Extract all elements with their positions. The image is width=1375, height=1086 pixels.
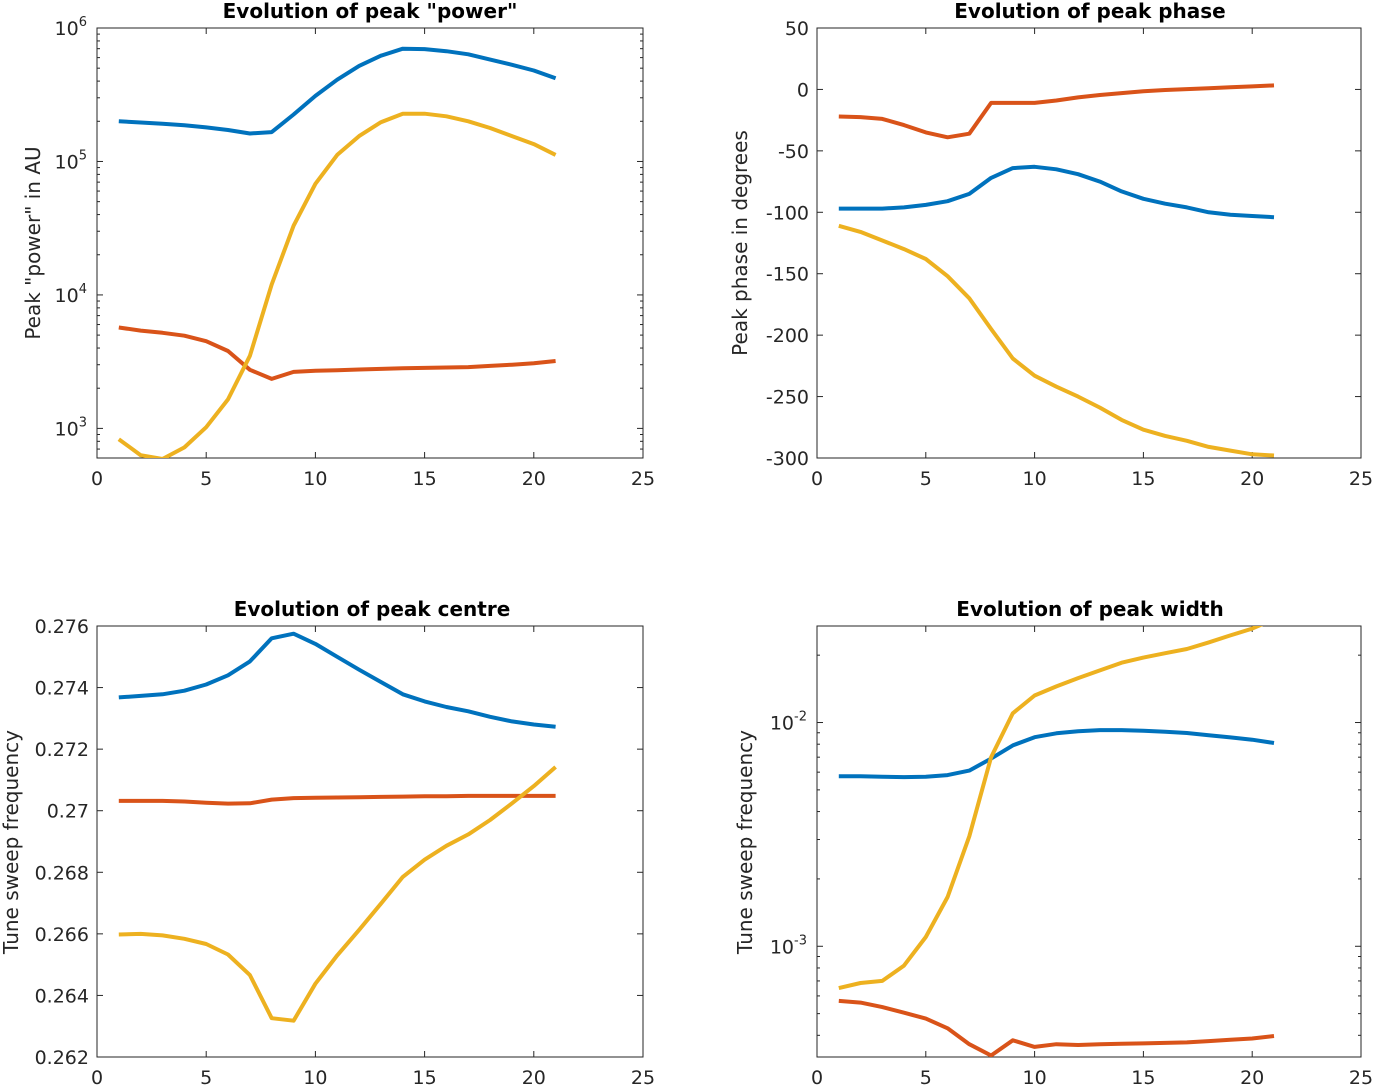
y-tick-label: 103 — [55, 415, 87, 440]
y-tick-label: -200 — [766, 325, 809, 347]
x-tick-label: 15 — [413, 1067, 437, 1086]
series-line-3 — [838, 626, 1264, 991]
axes-box — [96, 625, 644, 1058]
chart-title: Evolution of peak "power" — [223, 0, 518, 23]
x-tick-label: 10 — [303, 468, 327, 490]
y-axis-label: Peak phase in degrees — [728, 130, 752, 356]
series-line-3 — [118, 765, 557, 1023]
axes-box — [96, 27, 644, 459]
x-tick-label: 0 — [811, 468, 823, 490]
y-tick-label: 0.274 — [35, 678, 89, 700]
x-tick-label: 20 — [1240, 1067, 1264, 1086]
x-tick-label: 0 — [811, 1067, 823, 1086]
x-tick-label: 5 — [200, 468, 212, 490]
y-axis-label: Tune sweep frequency — [0, 730, 23, 955]
y-tick-label: 0.266 — [35, 924, 89, 946]
phase-plot: Evolution of peak phase Peak phase in de… — [728, 0, 1373, 490]
x-tick-label: 25 — [1349, 1067, 1373, 1086]
x-tick-label: 25 — [631, 1067, 655, 1086]
power-plot: Evolution of peak "power" Peak "power" i… — [21, 0, 655, 490]
y-tick-label: 0 — [797, 79, 809, 101]
series-line-3 — [117, 111, 557, 458]
y-tick-label: 106 — [55, 15, 87, 40]
series-line-2 — [118, 793, 556, 806]
axes-box — [816, 625, 1362, 1058]
width-plot: Evolution of peak width Tune sweep frequ… — [733, 597, 1373, 1086]
x-tick-label: 20 — [1240, 468, 1264, 490]
chart-title: Evolution of peak phase — [954, 0, 1225, 23]
y-tick-label: -300 — [766, 448, 809, 470]
x-tick-label: 5 — [920, 468, 932, 490]
series-line-1 — [118, 46, 557, 136]
y-tick-label: -150 — [766, 264, 809, 286]
y-tick-label: -50 — [778, 141, 809, 163]
x-tick-label: 15 — [413, 468, 437, 490]
x-tick-label: 0 — [91, 468, 103, 490]
y-tick-label: 10-3 — [770, 933, 807, 958]
x-tick-label: 5 — [200, 1067, 212, 1086]
chart-title: Evolution of peak centre — [234, 597, 511, 621]
y-tick-label: -250 — [766, 387, 809, 409]
y-tick-label: 105 — [55, 148, 87, 173]
x-tick-label: 25 — [1349, 468, 1373, 490]
y-tick-label: 0.264 — [35, 985, 89, 1007]
y-tick-label: 0.27 — [47, 801, 89, 823]
x-tick-label: 20 — [522, 1067, 546, 1086]
x-tick-label: 25 — [631, 468, 655, 490]
series-line-1 — [838, 728, 1275, 780]
x-tick-label: 15 — [1131, 468, 1155, 490]
y-tick-label: 50 — [785, 18, 809, 40]
x-tick-label: 15 — [1131, 1067, 1155, 1086]
x-tick-label: 0 — [91, 1067, 103, 1086]
x-tick-label: 20 — [522, 468, 546, 490]
series-line-1 — [838, 164, 1275, 220]
x-tick-label: 10 — [1023, 468, 1047, 490]
x-tick-label: 10 — [303, 1067, 327, 1086]
chart-title: Evolution of peak width — [956, 597, 1223, 621]
y-tick-label: 0.268 — [35, 862, 89, 884]
y-tick-label: -100 — [766, 202, 809, 224]
y-axis-label: Tune sweep frequency — [733, 730, 757, 955]
y-axis-label: Peak "power" in AU — [21, 146, 45, 339]
y-tick-label: 104 — [55, 282, 87, 307]
series-line-2 — [838, 998, 1275, 1057]
y-tick-label: 0.272 — [35, 739, 89, 761]
centre-plot: Evolution of peak centre Tune sweep freq… — [0, 597, 655, 1086]
x-tick-label: 5 — [920, 1067, 932, 1086]
y-tick-label: 0.262 — [35, 1047, 89, 1069]
series-line-2 — [118, 325, 556, 381]
y-tick-label: 10-2 — [770, 710, 807, 735]
series-line-2 — [838, 83, 1275, 140]
x-tick-label: 10 — [1023, 1067, 1047, 1086]
axes-box — [816, 27, 1362, 459]
y-tick-label: 0.276 — [35, 616, 89, 638]
series-line-3 — [838, 223, 1275, 458]
series-line-1 — [118, 631, 556, 729]
